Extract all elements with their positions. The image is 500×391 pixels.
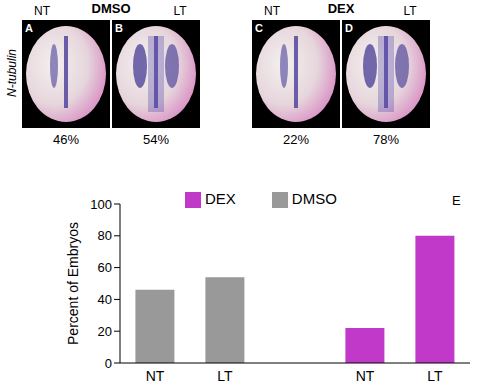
html-text:C: C: [255, 22, 263, 34]
svg-text:60: 60: [98, 260, 112, 275]
svg-text:0: 0: [105, 356, 112, 371]
html-text:N-tubulin: N-tubulin: [5, 49, 19, 97]
svg-text:20: 20: [98, 324, 112, 339]
html-text:NT: NT: [34, 4, 50, 18]
html-text:D: D: [345, 22, 353, 34]
html-text:DMSO: DMSO: [91, 1, 131, 16]
svg-text:80: 80: [98, 228, 112, 243]
html-text:A: A: [25, 22, 33, 34]
html-text:NT: NT: [264, 4, 280, 18]
html-text:B: B: [115, 22, 123, 34]
svg-text:NT: NT: [356, 368, 375, 384]
html-text:LT: LT: [403, 4, 417, 18]
html-text:78%: 78%: [373, 132, 399, 147]
svg-text:40: 40: [98, 292, 112, 307]
html-text:DMSO: DMSO: [291, 190, 337, 207]
svg-text:LT: LT: [427, 368, 443, 384]
svg-text:100: 100: [90, 197, 112, 212]
svg-text:Percent of Embryos: Percent of Embryos: [65, 222, 81, 345]
html-text:E: E: [452, 193, 461, 208]
svg-text:NT: NT: [146, 368, 165, 384]
html-text:22%: 22%: [283, 132, 309, 147]
html-text:54%: 54%: [143, 132, 169, 147]
svg-text:LT: LT: [217, 368, 233, 384]
html-text:46%: 46%: [53, 132, 79, 147]
html-text:DEX: DEX: [205, 190, 236, 207]
html-text:LT: LT: [173, 4, 187, 18]
html-text:DEX: DEX: [327, 1, 355, 16]
